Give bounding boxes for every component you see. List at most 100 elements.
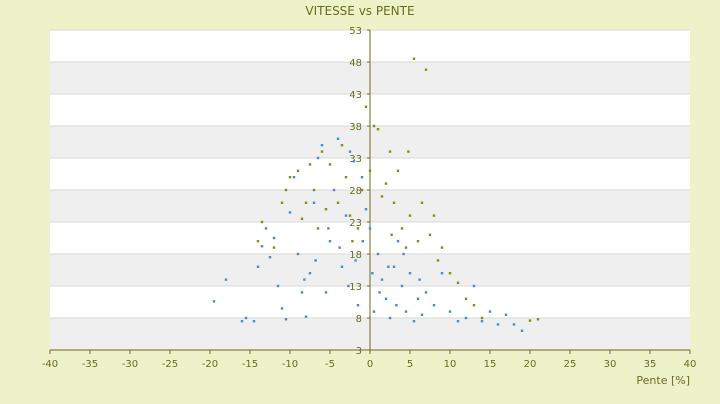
y-tick-label: 28 xyxy=(349,186,362,197)
data-point-blue xyxy=(387,265,390,268)
data-point-olive xyxy=(440,246,444,249)
x-tick-label: -35 xyxy=(82,359,98,370)
data-point-blue xyxy=(348,150,352,153)
y-tick-label: 33 xyxy=(349,154,362,165)
data-point-blue xyxy=(504,313,508,316)
data-point-olive xyxy=(340,144,344,147)
data-point-olive xyxy=(536,318,540,321)
data-point-olive xyxy=(256,240,260,243)
data-point-olive xyxy=(320,150,324,153)
data-point-olive xyxy=(312,188,316,192)
data-point-blue xyxy=(418,278,421,281)
data-point-olive xyxy=(300,217,304,220)
data-point-olive xyxy=(424,68,428,71)
data-point-blue xyxy=(252,320,256,323)
data-point-olive xyxy=(280,201,284,204)
x-tick-label: 20 xyxy=(524,359,537,370)
data-point-olive xyxy=(428,233,432,236)
x-tick-label: -10 xyxy=(282,359,298,370)
data-point-blue xyxy=(496,323,500,326)
y-tick-label: 53 xyxy=(349,26,362,37)
x-tick-label: 15 xyxy=(484,359,497,370)
data-point-blue xyxy=(395,304,398,307)
x-tick-label: -40 xyxy=(42,359,58,370)
data-point-blue xyxy=(303,278,306,281)
data-point-olive xyxy=(432,214,436,217)
y-tick-label: 8 xyxy=(356,314,362,325)
data-point-blue xyxy=(272,236,276,240)
data-point-olive xyxy=(351,240,354,243)
data-point-blue xyxy=(384,297,388,300)
y-tick-label: 3 xyxy=(356,346,362,357)
data-point-blue xyxy=(424,291,428,294)
y-tick-label: 38 xyxy=(349,122,362,133)
data-point-olive xyxy=(356,227,360,230)
data-point-olive xyxy=(336,201,340,204)
data-point-olive xyxy=(368,169,372,172)
data-point-olive xyxy=(372,124,376,128)
data-point-blue xyxy=(456,320,460,323)
data-point-blue xyxy=(212,300,216,303)
data-point-blue xyxy=(240,320,244,323)
data-point-blue xyxy=(392,265,396,268)
data-points xyxy=(212,57,540,332)
data-point-blue xyxy=(464,316,468,320)
data-point-blue xyxy=(276,284,280,288)
data-point-blue xyxy=(284,318,288,321)
data-point-blue xyxy=(260,245,264,248)
data-point-blue xyxy=(296,252,300,256)
data-point-blue xyxy=(371,272,374,275)
data-point-olive xyxy=(272,246,276,249)
data-point-blue xyxy=(280,307,284,310)
x-tick-label: 10 xyxy=(444,359,457,370)
data-point-olive xyxy=(348,214,352,217)
data-point-olive xyxy=(448,272,452,275)
data-point-olive xyxy=(328,163,332,166)
data-point-olive xyxy=(260,220,264,224)
data-point-blue xyxy=(300,291,304,294)
data-point-olive xyxy=(376,128,380,131)
data-point-blue xyxy=(412,320,416,323)
data-point-blue xyxy=(244,316,248,320)
y-tick-label: 13 xyxy=(349,282,362,293)
data-point-blue xyxy=(360,176,364,179)
data-point-blue xyxy=(352,160,356,163)
data-point-olive xyxy=(464,297,468,300)
data-point-blue xyxy=(376,252,380,256)
data-point-blue xyxy=(400,284,404,288)
data-point-olive xyxy=(296,169,300,172)
data-point-blue xyxy=(396,240,400,243)
data-point-blue xyxy=(432,304,436,307)
data-point-olive xyxy=(528,319,532,322)
data-point-blue xyxy=(304,315,308,318)
data-point-blue xyxy=(472,284,476,288)
data-point-blue xyxy=(404,310,408,313)
x-tick-label: -20 xyxy=(202,359,218,370)
data-point-olive xyxy=(436,259,440,262)
data-point-blue xyxy=(356,304,360,307)
data-point-blue xyxy=(308,272,312,275)
data-point-blue xyxy=(332,188,336,192)
data-point-blue xyxy=(512,323,516,326)
x-tick-label: 0 xyxy=(367,359,373,370)
data-point-olive xyxy=(288,176,292,179)
data-point-blue xyxy=(338,246,341,249)
data-point-olive xyxy=(284,188,288,192)
data-point-olive xyxy=(407,150,410,153)
data-point-blue xyxy=(416,297,420,300)
data-point-olive xyxy=(344,176,348,179)
data-point-blue xyxy=(380,278,384,281)
x-tick-label: 5 xyxy=(407,359,413,370)
data-point-blue xyxy=(440,272,444,275)
data-point-blue xyxy=(364,208,368,211)
data-point-olive xyxy=(308,163,312,166)
data-point-blue xyxy=(336,137,340,140)
data-point-blue xyxy=(402,252,405,256)
data-point-olive xyxy=(416,240,420,243)
data-point-blue xyxy=(344,214,348,217)
data-point-blue xyxy=(312,201,316,204)
y-tick-label: 23 xyxy=(349,218,362,229)
